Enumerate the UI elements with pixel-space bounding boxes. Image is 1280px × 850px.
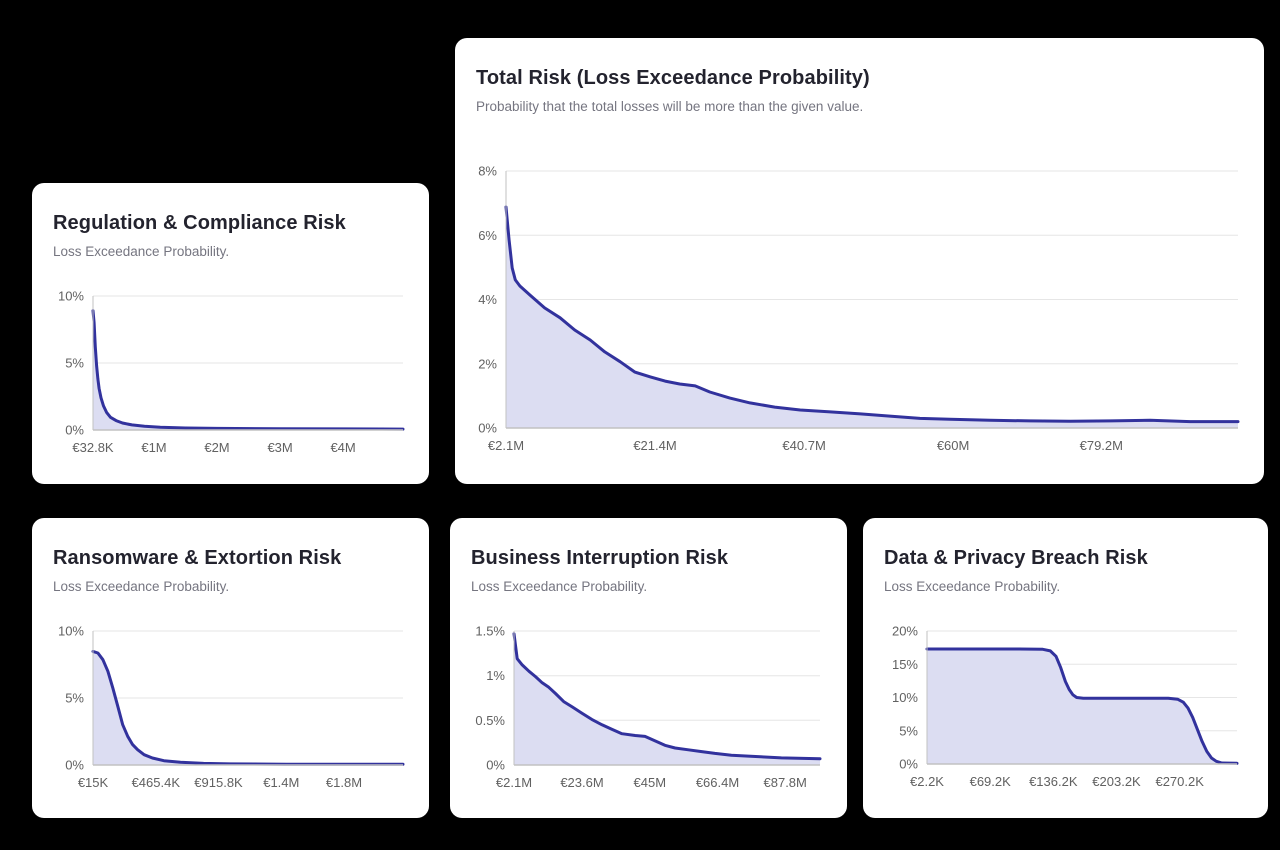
y-tick-label: 5% xyxy=(65,691,84,706)
series-area xyxy=(93,310,403,430)
y-tick-label: 10% xyxy=(58,624,84,639)
chart-canvas[interactable]: 0% 5% 10% 15% 20% €2.2K €69.2K €136.2K €203.2K €2… xyxy=(863,518,1268,818)
x-tick-label: €1.4M xyxy=(263,775,299,790)
x-tick-label: €69.2K xyxy=(970,774,1012,789)
y-tick-label: 8% xyxy=(478,164,497,179)
y-tick-label: 1.5% xyxy=(475,624,505,639)
series-area xyxy=(514,633,820,765)
card-title: Regulation & Compliance Risk xyxy=(53,212,346,234)
x-tick-label: €3M xyxy=(267,440,292,455)
y-tick-label: 6% xyxy=(478,228,497,243)
x-tick-label: €915.8K xyxy=(194,775,243,790)
y-tick-label: 10% xyxy=(58,289,84,304)
card-title: Total Risk (Loss Exceedance Probability) xyxy=(476,67,870,89)
card-title: Data & Privacy Breach Risk xyxy=(884,547,1148,569)
risk-card-data-privacy: Data & Privacy Breach Risk Loss Exceedan… xyxy=(863,518,1268,818)
y-tick-label: 0% xyxy=(65,758,84,773)
series-area xyxy=(927,649,1237,764)
x-tick-label: €465.4K xyxy=(132,775,181,790)
x-tick-label: €1.8M xyxy=(326,775,362,790)
x-tick-label: €2.1M xyxy=(496,775,532,790)
card-subtitle: Loss Exceedance Probability. xyxy=(53,579,230,594)
card-subtitle: Loss Exceedance Probability. xyxy=(884,579,1061,594)
y-tick-label: 0.5% xyxy=(475,713,505,728)
x-tick-label: €136.2K xyxy=(1029,774,1078,789)
card-subtitle: Loss Exceedance Probability. xyxy=(53,244,230,259)
y-tick-label: 2% xyxy=(478,356,497,371)
risk-card-ransomware: Ransomware & Extortion Risk Loss Exceeda… xyxy=(32,518,429,818)
risk-card-total: Total Risk (Loss Exceedance Probability)… xyxy=(455,38,1264,484)
x-tick-label: €87.8M xyxy=(764,775,807,790)
chart-canvas[interactable]: 0% 0.5% 1% 1.5% €2.1M €23.6M €45M €66.4M €87.8M xyxy=(450,518,847,818)
card-title: Business Interruption Risk xyxy=(471,547,729,569)
y-tick-label: 10% xyxy=(892,690,918,705)
x-tick-label: €79.2M xyxy=(1080,438,1123,453)
x-tick-label: €60M xyxy=(937,438,970,453)
x-tick-label: €40.7M xyxy=(782,438,825,453)
series-area xyxy=(506,207,1238,428)
series-line xyxy=(925,647,1239,765)
x-tick-label: €203.2K xyxy=(1092,774,1141,789)
x-tick-label: €2.1M xyxy=(488,438,524,453)
series-area xyxy=(93,651,403,765)
card-title: Ransomware & Extortion Risk xyxy=(53,547,342,569)
x-tick-label: €21.4M xyxy=(633,438,676,453)
x-tick-label: €2.2K xyxy=(910,774,944,789)
risk-card-business: Business Interruption Risk Loss Exceedan… xyxy=(450,518,847,818)
chart-canvas[interactable]: 0% 5% 10% €15K €465.4K €915.8K €1.4M €1.8M xyxy=(32,518,429,818)
x-tick-label: €45M xyxy=(634,775,667,790)
y-tick-label: 5% xyxy=(899,723,918,738)
y-tick-label: 0% xyxy=(478,421,497,436)
y-tick-label: 0% xyxy=(486,758,505,773)
y-tick-label: 15% xyxy=(892,657,918,672)
x-tick-label: €4M xyxy=(330,440,355,455)
chart-canvas[interactable]: 0% 5% 10% €32.8K €1M €2M €3M €4M xyxy=(32,183,429,484)
x-tick-label: €15K xyxy=(78,775,109,790)
series-line xyxy=(512,632,822,761)
y-tick-label: 4% xyxy=(478,292,497,307)
y-tick-label: 1% xyxy=(486,668,505,683)
series-line xyxy=(91,649,405,766)
x-tick-label: €1M xyxy=(141,440,166,455)
x-tick-label: €66.4M xyxy=(696,775,739,790)
x-tick-label: €32.8K xyxy=(72,440,114,455)
x-tick-label: €23.6M xyxy=(560,775,603,790)
x-tick-label: €270.2K xyxy=(1155,774,1204,789)
series-line xyxy=(91,309,405,431)
card-subtitle: Probability that the total losses will b… xyxy=(476,99,864,114)
x-tick-label: €2M xyxy=(204,440,229,455)
y-tick-label: 0% xyxy=(899,757,918,772)
series-line xyxy=(504,205,1240,424)
chart-canvas[interactable]: 0% 2% 4% 6% 8% €2.1M €21.4M €40.7M €60M €79.2M xyxy=(455,38,1264,484)
y-tick-label: 0% xyxy=(65,423,84,438)
y-tick-label: 5% xyxy=(65,356,84,371)
risk-card-regulation: Regulation & Compliance Risk Loss Exceed… xyxy=(32,183,429,484)
y-tick-label: 20% xyxy=(892,624,918,639)
card-subtitle: Loss Exceedance Probability. xyxy=(471,579,648,594)
